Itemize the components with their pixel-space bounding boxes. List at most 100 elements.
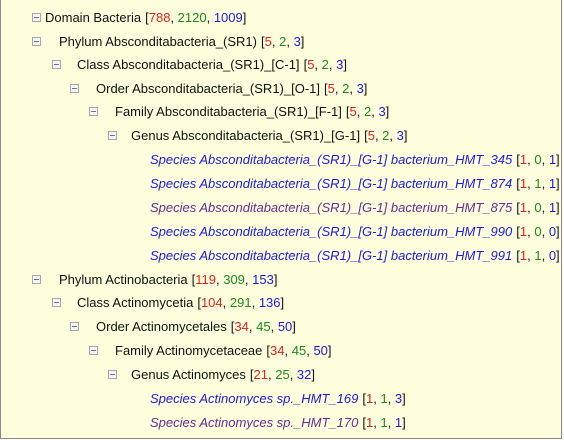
- species-row: Species Absconditabacteria_(SR1)_[G-1] b…: [1, 173, 561, 193]
- species-row: Species Actinomyces sp._HMT_169 [1, 1, 3]: [1, 388, 561, 408]
- count-value: 0: [549, 248, 556, 263]
- taxon-label: Phylum Absconditabacteria_(SR1): [59, 34, 257, 49]
- count-triplet: [5, 2, 3]: [261, 34, 304, 49]
- count-value: 3: [294, 34, 301, 49]
- count-triplet: [5, 2, 3]: [346, 104, 389, 119]
- taxon-label: Phylum Actinobacteria: [59, 272, 188, 287]
- count-value: 5: [350, 104, 357, 119]
- count-value: 2: [322, 57, 329, 72]
- count-triplet: [5, 2, 3]: [364, 128, 407, 143]
- collapse-minus-icon[interactable]: [52, 298, 61, 307]
- count-triplet: [104, 291, 136]: [197, 295, 284, 310]
- count-value: 153: [252, 272, 274, 287]
- count-triplet: [1, 1, 3]: [362, 391, 405, 406]
- count-value: 1009: [214, 10, 243, 25]
- count-value: 5: [368, 128, 375, 143]
- count-value: 3: [397, 128, 404, 143]
- count-value: 291: [230, 295, 252, 310]
- count-value: 25: [275, 367, 289, 382]
- collapse-minus-icon[interactable]: [70, 84, 79, 93]
- tree-node: Family Absconditabacteria_(SR1)_[F-1] [5,…: [1, 101, 561, 121]
- count-value: 3: [357, 81, 364, 96]
- count-value: 0: [534, 224, 541, 239]
- species-row: Species Actinomyces sp._HMT_170 [1, 1, 1]: [1, 412, 561, 432]
- count-value: 0: [549, 224, 556, 239]
- count-triplet: [5, 2, 3]: [324, 81, 367, 96]
- count-value: 34: [234, 319, 248, 334]
- species-row: Species Absconditabacteria_(SR1)_[G-1] b…: [1, 149, 561, 169]
- species-link[interactable]: Species Actinomyces sp._HMT_169: [150, 391, 358, 406]
- species-link[interactable]: Species Absconditabacteria_(SR1)_[G-1] b…: [150, 224, 512, 239]
- tree-node: Phylum Actinobacteria [119, 309, 153]: [1, 269, 561, 289]
- count-triplet: [1, 1, 1]: [516, 176, 559, 191]
- collapse-minus-icon[interactable]: [108, 131, 117, 140]
- count-value: 104: [201, 295, 223, 310]
- tree-node: Class Absconditabacteria_(SR1)_[C-1] [5, …: [1, 54, 561, 74]
- count-value: 1: [380, 391, 387, 406]
- species-link[interactable]: Species Absconditabacteria_(SR1)_[G-1] b…: [150, 176, 512, 191]
- count-value: 34: [270, 343, 284, 358]
- collapse-minus-icon[interactable]: [108, 370, 117, 379]
- count-triplet: [1, 1, 0]: [516, 248, 559, 263]
- count-value: 45: [292, 343, 306, 358]
- count-value: 788: [149, 10, 171, 25]
- tree-node: Order Absconditabacteria_(SR1)_[O-1] [5, …: [1, 78, 561, 98]
- count-value: 2120: [178, 10, 207, 25]
- collapse-minus-icon[interactable]: [70, 322, 79, 331]
- count-value: 5: [328, 81, 335, 96]
- taxon-label: Family Actinomycetaceae: [115, 343, 262, 358]
- count-value: 1: [549, 200, 556, 215]
- tree-node: Genus Actinomyces [21, 25, 32]: [1, 364, 561, 384]
- count-triplet: [34, 45, 50]: [231, 319, 296, 334]
- count-triplet: [788, 2120, 1009]: [145, 10, 246, 25]
- count-value: 45: [256, 319, 270, 334]
- collapse-minus-icon[interactable]: [89, 107, 98, 116]
- tree-node: Class Actinomycetia [104, 291, 136]: [1, 292, 561, 312]
- taxon-label: Domain Bacteria: [45, 10, 141, 25]
- count-value: 1: [534, 248, 541, 263]
- taxon-label: Genus Absconditabacteria_(SR1)_[G-1]: [131, 128, 360, 143]
- count-triplet: [1, 0, 0]: [516, 224, 559, 239]
- count-value: 21: [254, 367, 268, 382]
- count-value: 5: [265, 34, 272, 49]
- count-triplet: [1, 0, 1]: [516, 200, 559, 215]
- count-triplet: [1, 1, 1]: [362, 415, 405, 430]
- tree-node: Phylum Absconditabacteria_(SR1) [5, 2, 3]: [1, 31, 561, 51]
- species-row: Species Absconditabacteria_(SR1)_[G-1] b…: [1, 221, 561, 241]
- tree-node: Family Actinomycetaceae [34, 45, 50]: [1, 340, 561, 360]
- species-link[interactable]: Species Absconditabacteria_(SR1)_[G-1] b…: [150, 200, 512, 215]
- count-triplet: [119, 309, 153]: [192, 272, 278, 287]
- count-value: 1: [549, 176, 556, 191]
- taxon-label: Order Absconditabacteria_(SR1)_[O-1]: [96, 81, 320, 96]
- species-link[interactable]: Species Absconditabacteria_(SR1)_[G-1] b…: [150, 152, 512, 167]
- count-triplet: [5, 2, 3]: [304, 57, 347, 72]
- count-triplet: [1, 0, 1]: [516, 152, 559, 167]
- count-triplet: [21, 25, 32]: [250, 367, 315, 382]
- taxon-label: Genus Actinomyces: [131, 367, 246, 382]
- species-link[interactable]: Species Actinomyces sp._HMT_170: [150, 415, 358, 430]
- collapse-minus-icon[interactable]: [32, 13, 41, 22]
- count-value: 119: [195, 272, 216, 287]
- count-value: 50: [313, 343, 327, 358]
- count-value: 0: [534, 152, 541, 167]
- collapse-minus-icon[interactable]: [89, 346, 98, 355]
- species-link[interactable]: Species Absconditabacteria_(SR1)_[G-1] b…: [150, 248, 512, 263]
- count-value: 32: [297, 367, 311, 382]
- collapse-minus-icon[interactable]: [32, 275, 41, 284]
- taxon-label: Family Absconditabacteria_(SR1)_[F-1]: [115, 104, 342, 119]
- species-row: Species Absconditabacteria_(SR1)_[G-1] b…: [1, 245, 561, 265]
- collapse-minus-icon[interactable]: [32, 37, 41, 46]
- count-value: 50: [278, 319, 292, 334]
- tree-node: Order Actinomycetales [34, 45, 50]: [1, 316, 561, 336]
- species-row: Species Absconditabacteria_(SR1)_[G-1] b…: [1, 197, 561, 217]
- taxon-label: Order Actinomycetales: [96, 319, 227, 334]
- taxon-label: Class Absconditabacteria_(SR1)_[C-1]: [77, 57, 300, 72]
- count-value: 1: [380, 415, 387, 430]
- count-value: 1: [549, 152, 556, 167]
- count-value: 3: [378, 104, 385, 119]
- taxon-label: Class Actinomycetia: [77, 295, 193, 310]
- count-value: 309: [223, 272, 245, 287]
- collapse-minus-icon[interactable]: [52, 60, 61, 69]
- count-triplet: [34, 45, 50]: [266, 343, 331, 358]
